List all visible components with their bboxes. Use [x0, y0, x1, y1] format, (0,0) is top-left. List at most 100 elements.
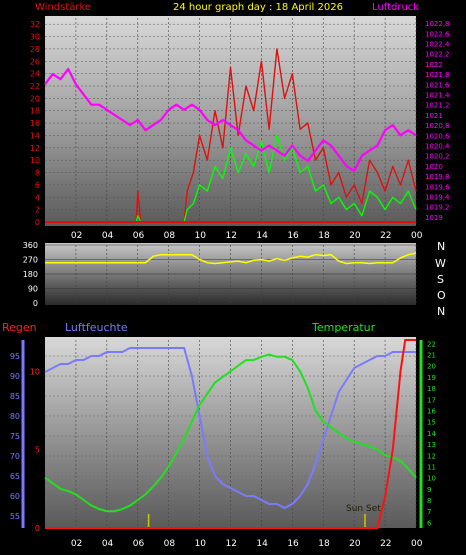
pressure-y-tick-label: 1019,4	[425, 194, 450, 202]
dir-y-tick-label: 270	[23, 256, 38, 265]
wind-y-tick-label: 4	[35, 193, 40, 202]
pressure-y-tick-label: 1022,2	[425, 51, 450, 59]
legend-temperature: Temperatur	[311, 321, 376, 334]
humidity-y-tick-label: 85	[10, 392, 20, 401]
dir-label-o: O	[437, 289, 446, 302]
temp-y-tick-label: 15	[427, 419, 436, 427]
pressure-y-tick-label: 1021,4	[425, 92, 450, 100]
pressure-y-tick-label: 1022,4	[425, 41, 450, 49]
climate-x-tick-label: 02	[71, 539, 82, 549]
temp-y-tick-label: 10	[427, 475, 436, 483]
pressure-y-tick-label: 1019	[425, 214, 443, 222]
wind-pressure-chart: 0246810121416182022242628303210191019,21…	[30, 18, 450, 241]
climate-x-tick-label: 12	[226, 539, 237, 549]
pressure-y-tick-label: 1019,6	[425, 183, 450, 191]
climate-x-tick-label: 00	[411, 539, 423, 549]
humidity-y-tick-label: 65	[10, 472, 20, 481]
pressure-y-tick-label: 1020	[425, 163, 443, 171]
climate-x-tick-label: 06	[133, 539, 145, 549]
temp-y-tick-label: 13	[427, 441, 436, 449]
climate-x-tick-label: 08	[164, 539, 176, 549]
humidity-y-tick-label: 70	[10, 452, 20, 461]
humidity-y-tick-label: 95	[10, 352, 20, 361]
wind-y-tick-label: 12	[30, 144, 40, 153]
wind-y-tick-label: 14	[30, 131, 40, 140]
temp-y-tick-label: 21	[427, 352, 436, 360]
wind-x-tick-label: 06	[133, 231, 145, 241]
temp-y-tick-label: 9	[427, 486, 431, 494]
pressure-y-tick-label: 1019,2	[425, 204, 450, 212]
dir-y-tick-label: 0	[33, 299, 38, 308]
climate-x-tick-label: 10	[195, 539, 207, 549]
wind-x-tick-label: 12	[226, 231, 237, 241]
dir-label-w: W	[435, 257, 446, 270]
temp-y-tick-label: 6	[427, 519, 432, 527]
temp-y-tick-label: 8	[427, 497, 431, 505]
pressure-label: Luftdruck	[372, 2, 419, 13]
wind-x-tick-label: 08	[164, 231, 176, 241]
wind-y-tick-label: 16	[30, 119, 40, 128]
wind-y-tick-label: 22	[30, 82, 40, 91]
rain-y-tick-label: 10	[30, 367, 40, 376]
temp-y-tick-label: 14	[427, 430, 436, 438]
wind-x-tick-label: 04	[102, 231, 114, 241]
wind-y-tick-label: 18	[30, 107, 40, 116]
wind-direction-chart: 360 270 180 90 0	[23, 241, 417, 308]
pressure-y-tick-label: 1020,8	[425, 122, 450, 130]
wind-y-tick-label: 8	[35, 169, 40, 178]
dir-label-s: S	[437, 273, 444, 286]
rain-y-tick-label: 0	[35, 524, 40, 533]
humidity-y-tick-label: 55	[10, 512, 20, 521]
temp-y-tick-label: 19	[427, 374, 436, 382]
climate-x-tick-label: 14	[256, 539, 268, 549]
pressure-y-tick-label: 1022,8	[425, 20, 450, 28]
series-line-rain	[45, 339, 416, 529]
wind-y-tick-label: 24	[30, 70, 40, 79]
series-line-wind-max	[45, 48, 417, 223]
series-line-wind-avg	[45, 134, 417, 223]
wind-y-tick-label: 10	[30, 156, 40, 165]
humidity-y-tick-label: 75	[10, 432, 20, 441]
wind-x-tick-label: 14	[256, 231, 268, 241]
dir-label-n-bottom: N	[437, 305, 445, 318]
wind-x-tick-label: 02	[71, 231, 82, 241]
temp-y-tick-label: 7	[427, 508, 431, 516]
wind-y-tick-label: 32	[30, 20, 40, 29]
wind-x-tick-label: 18	[318, 231, 330, 241]
pressure-y-tick-label: 1020,4	[425, 143, 450, 151]
temp-y-tick-label: 18	[427, 385, 436, 393]
series-line-pressure	[44, 67, 417, 173]
pressure-y-tick-label: 1021,6	[425, 81, 450, 89]
sunset-annotation: Sun Set	[346, 504, 381, 514]
temp-y-tick-label: 12	[427, 452, 436, 460]
wind-label: Windstärke	[35, 2, 91, 13]
pressure-y-tick-label: 1021	[425, 112, 443, 120]
wind-x-tick-label: 00	[411, 231, 423, 241]
climate-x-tick-label: 16	[287, 539, 299, 549]
dir-label-n-top: N	[437, 240, 445, 253]
pressure-y-tick-label: 1021,2	[425, 102, 450, 110]
temp-y-tick-label: 17	[427, 396, 436, 404]
series-line-wind-direction	[45, 252, 417, 265]
temp-y-tick-label: 22	[427, 340, 436, 348]
legend-humidity: Luftfeuchte	[65, 321, 128, 334]
humidity-y-tick-label: 90	[10, 372, 20, 381]
climate-x-tick-label: 22	[380, 539, 391, 549]
temp-y-tick-label: 20	[427, 363, 436, 371]
humidity-y-tick-label: 60	[10, 492, 20, 501]
temp-y-tick-label: 11	[427, 463, 436, 471]
wind-y-tick-label: 20	[30, 94, 40, 103]
humidity-y-tick-label: 80	[10, 412, 20, 421]
series-line-temperature	[44, 353, 417, 513]
dir-y-tick-label: 90	[28, 285, 38, 294]
wind-y-tick-label: 28	[30, 45, 40, 54]
wind-x-tick-label: 22	[380, 231, 391, 241]
pressure-y-tick-label: 1020,6	[425, 132, 450, 140]
legend-rain: Regen	[2, 321, 37, 334]
climate-x-tick-label: 20	[349, 539, 361, 549]
pressure-y-tick-label: 1021,8	[425, 71, 450, 79]
temp-y-tick-label: 16	[427, 408, 436, 416]
pressure-y-tick-label: 1020,2	[425, 153, 450, 161]
climate-x-tick-label: 18	[318, 539, 330, 549]
